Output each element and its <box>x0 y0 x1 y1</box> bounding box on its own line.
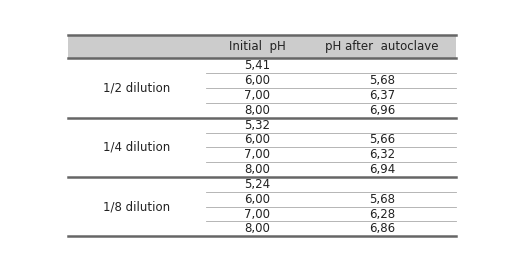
Text: 6,28: 6,28 <box>369 208 396 221</box>
Text: 5,66: 5,66 <box>369 133 396 147</box>
Text: pH after  autoclave: pH after autoclave <box>326 40 439 54</box>
Text: 6,00: 6,00 <box>244 74 270 87</box>
Text: 5,32: 5,32 <box>244 119 270 132</box>
Text: 1/2 dilution: 1/2 dilution <box>103 82 170 95</box>
Text: 6,00: 6,00 <box>244 133 270 147</box>
Text: Initial  pH: Initial pH <box>228 40 286 54</box>
Text: 6,96: 6,96 <box>369 104 396 117</box>
Text: 8,00: 8,00 <box>244 104 270 117</box>
Bar <box>68 36 456 58</box>
Text: 7,00: 7,00 <box>244 148 270 161</box>
Text: 5,24: 5,24 <box>244 178 270 191</box>
Text: 6,86: 6,86 <box>369 222 396 235</box>
Text: 6,32: 6,32 <box>369 148 396 161</box>
Text: 7,00: 7,00 <box>244 89 270 102</box>
Text: 5,41: 5,41 <box>244 59 270 72</box>
Text: 1/8 dilution: 1/8 dilution <box>103 200 170 213</box>
Text: 8,00: 8,00 <box>244 222 270 235</box>
Text: 5,68: 5,68 <box>369 74 395 87</box>
Text: 8,00: 8,00 <box>244 163 270 176</box>
Text: 5,68: 5,68 <box>369 193 395 206</box>
Text: 6,37: 6,37 <box>369 89 396 102</box>
Text: 6,94: 6,94 <box>369 163 396 176</box>
Text: 6,00: 6,00 <box>244 193 270 206</box>
Text: 1/4 dilution: 1/4 dilution <box>103 141 170 154</box>
Text: 7,00: 7,00 <box>244 208 270 221</box>
